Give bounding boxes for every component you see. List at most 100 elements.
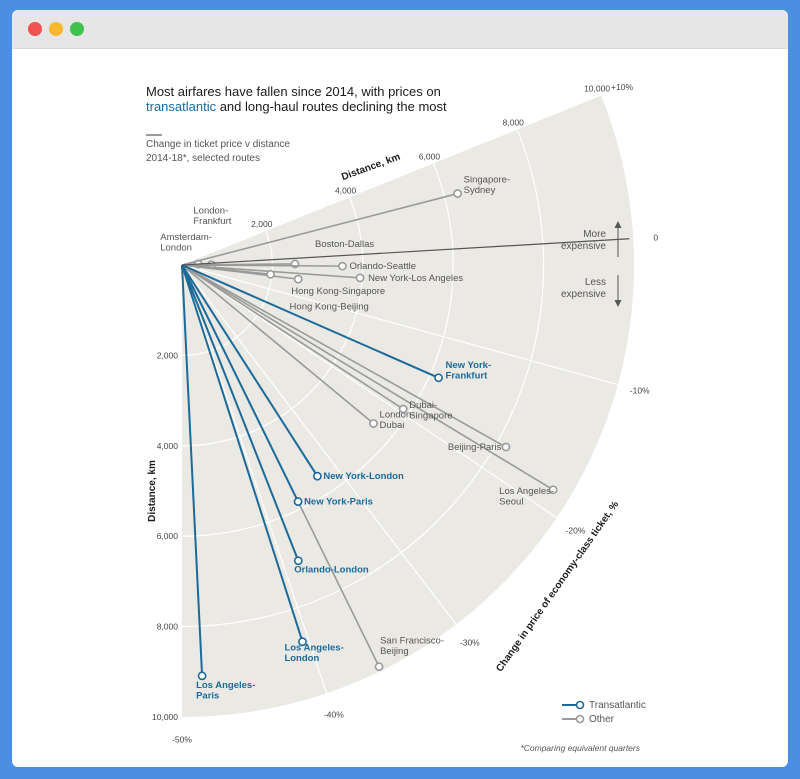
grid-spoke--30 [181, 264, 457, 625]
route-label-new-york-los-angeles: New York-Los Angeles [368, 273, 463, 284]
legend-label-transatlantic: Transatlantic [589, 700, 646, 711]
route-point-dubai-singapore [398, 404, 408, 414]
route-label-new-york-frankfurt: New York-Frankfurt [446, 360, 492, 382]
route-line-dubai-singapore [181, 264, 404, 410]
chart-title-highlight: transatlantic [146, 99, 217, 114]
grid-spoke--20 [181, 264, 558, 519]
radial-tick-top-3: 6,000 [419, 151, 441, 161]
less-expensive-arrow-icon [614, 275, 622, 307]
route-point-new-york-frankfurt [434, 373, 443, 383]
radial-tick-left-4: 8,000 [157, 622, 179, 632]
zero-change-line [181, 238, 630, 266]
route-line-new-york-london [181, 264, 319, 477]
route-point-new-york-london [313, 471, 322, 481]
route-line-singapore-sydney [181, 192, 458, 266]
axis-ticks: 2,000 2,000 4,000 4,000 6,000 6,000 8,000 8,000… [152, 82, 658, 744]
browser-window: Most airfares have fallen since 2014, wi… [12, 10, 788, 767]
chart-subtitle-period: 2014-18*, selected routes [146, 153, 260, 164]
route-point-singapore-sydney [453, 189, 463, 198]
route-line-los-angeles-paris [181, 264, 204, 676]
route-point-orlando-seattle [338, 261, 347, 271]
route-label-los-angeles-london: Los Angeles-London [284, 643, 343, 665]
route-label-orlando-london: Orlando-London [294, 565, 369, 576]
legend-label-other: Other [589, 714, 615, 725]
route-label-singapore-sydney: Singapore-Sydney [464, 175, 510, 197]
route-line-los-angeles-london [181, 264, 304, 643]
route-line-london-dubai [181, 264, 375, 425]
grid-spoke--40 [181, 264, 328, 694]
route-label-beijing-paris: Beijing-Paris [448, 442, 502, 453]
radial-tick-left-3: 6,000 [157, 531, 179, 541]
angular-tick-2: -10% [630, 386, 650, 396]
chart-title-rest: and long-haul routes declining the most [216, 99, 447, 114]
route-label-los-angeles-paris: Los Angeles-Paris [196, 680, 255, 702]
route-label-boston-dallas: Boston-Dallas [315, 239, 374, 250]
radial-tick-top-2: 4,000 [335, 185, 357, 195]
route-point-hong-kong-beijing [266, 269, 275, 279]
fan-sector [182, 95, 634, 718]
less-expensive-line1: Less [585, 277, 606, 288]
more-expensive-line2: expensive [561, 241, 606, 252]
minimize-window-icon[interactable] [49, 22, 63, 36]
angular-tick-5: -40% [324, 710, 344, 720]
route-label-london-frankfurt: London-Frankfurt [193, 206, 231, 228]
route-label-new-york-london: New York-London [323, 471, 404, 482]
more-expensive-line1: More [583, 229, 606, 240]
route-point-new-york-paris [293, 497, 303, 506]
route-label-london-dubai: London-Dubai [380, 409, 415, 431]
route-point-new-york-los-angeles [355, 273, 365, 283]
route-line-orlando-seattle [181, 264, 343, 267]
route-point-london-dubai [369, 419, 378, 428]
route-point-orlando-london [293, 556, 303, 566]
grid-lines [181, 129, 619, 694]
more-expensive-arrow-icon [614, 221, 622, 257]
route-label-amsterdam-london: Amsterdam-London [160, 232, 212, 254]
route-line-orlando-london [181, 264, 300, 562]
radial-tick-left-2: 4,000 [157, 441, 179, 451]
route-point-los-angeles-paris [197, 671, 207, 681]
angular-tick-6: -50% [172, 735, 192, 745]
angular-tick-0: +10% [611, 82, 633, 92]
close-window-icon[interactable] [28, 22, 42, 36]
route-label-hong-kong-beijing: Hong Kong-Beijing [290, 301, 369, 312]
route-label-new-york-paris: New York-Paris [304, 497, 373, 508]
window-titlebar [12, 10, 788, 49]
legend: Transatlantic Other [562, 700, 646, 725]
radial-tick-left-5: 10,000 [152, 712, 178, 722]
chart-area: Most airfares have fallen since 2014, wi… [12, 10, 788, 767]
route-point-los-angeles-seoul [548, 485, 558, 495]
route-label-dubai-singapore: Dubai-Singapore [409, 400, 452, 422]
maximize-window-icon[interactable] [70, 22, 84, 36]
route-line-hong-kong-beijing [181, 264, 271, 276]
route-line-los-angeles-seoul [181, 264, 554, 491]
legend-item-other: Other [562, 714, 615, 725]
polar-chart: Most airfares have fallen since 2014, wi… [146, 82, 658, 753]
subtitle-rule [146, 134, 162, 136]
angular-tick-1: 0 [653, 232, 658, 242]
route-line-beijing-paris [181, 264, 507, 448]
chart-subtitle: Change in ticket price v distance [146, 139, 290, 150]
radial-tick-left-1: 2,000 [157, 350, 179, 360]
route-label-hong-kong-singapore: Hong Kong-Singapore [291, 286, 385, 297]
less-expensive-line2: expensive [561, 289, 606, 300]
grid-spoke--10 [181, 264, 619, 386]
route-line-new-york-frankfurt [181, 264, 439, 379]
footnote: *Comparing equivalent quarters [520, 743, 640, 753]
angular-tick-4: -30% [460, 637, 480, 647]
route-label-san-francisco-beijing: San Francisco-Beijing [380, 636, 444, 658]
route-point-los-angeles-london [298, 637, 307, 647]
route-point-san-francisco-beijing [374, 662, 384, 672]
route-point-hong-kong-singapore [293, 274, 303, 284]
chart-title-line2: transatlantic and long-haul routes decli… [146, 99, 447, 114]
radial-tick-top-4: 8,000 [503, 118, 525, 128]
radial-tick-top-1: 2,000 [251, 219, 273, 229]
radial-tick-top-5: 10,000 [584, 84, 610, 94]
legend-item-transatlantic: Transatlantic [562, 700, 646, 711]
route-label-los-angeles-seoul: Los Angeles-Seoul [499, 486, 554, 508]
radial-axis-title-left: Distance, km [147, 460, 158, 522]
chart-title-line1: Most airfares have fallen since 2014, wi… [146, 84, 441, 99]
angular-tick-3: -20% [566, 525, 586, 535]
route-point-beijing-paris [501, 442, 511, 452]
radial-axis-title-top: Distance, km [340, 152, 402, 183]
route-labels: Amsterdam-London London-Frankfurt Boston-D… [160, 175, 554, 702]
